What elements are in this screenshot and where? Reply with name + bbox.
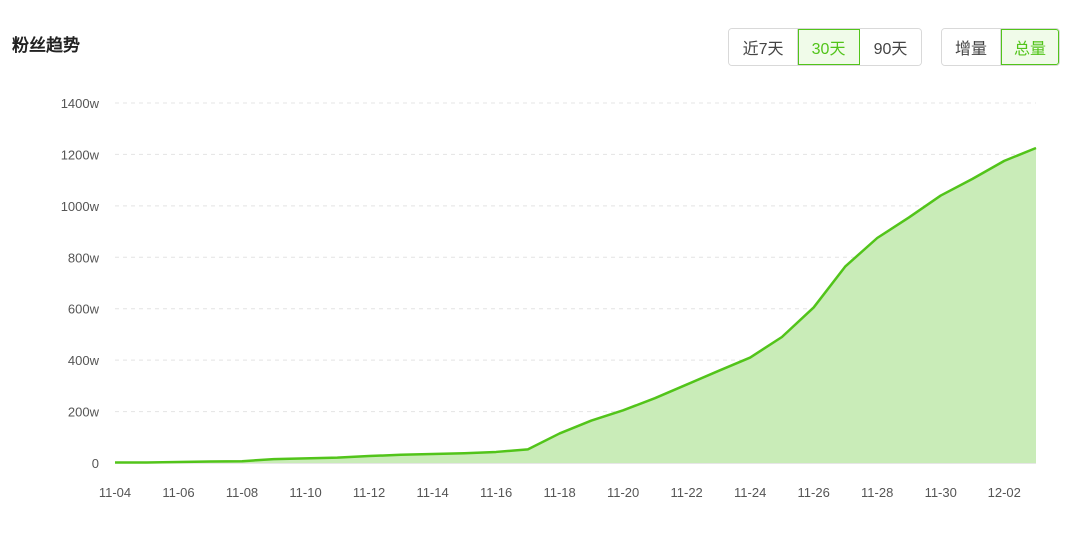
series-line: [115, 146, 1037, 464]
metric-mode-selector: 增量 总量: [941, 28, 1060, 66]
y-tick-label: 800w: [68, 250, 100, 265]
y-tick-label: 200w: [68, 405, 100, 420]
x-tick-label: 11-16: [480, 485, 512, 500]
y-tick-label: 600w: [68, 302, 100, 317]
x-tick-label: 11-24: [734, 485, 766, 500]
y-tick-label: 0: [92, 456, 99, 471]
x-tick-label: 11-06: [162, 485, 194, 500]
x-tick-label: 11-08: [226, 485, 258, 500]
y-tick-label: 1000w: [61, 199, 100, 214]
x-tick-label: 12-02: [988, 485, 1021, 500]
range-7days-button[interactable]: 近7天: [729, 29, 799, 65]
x-tick-label: 11-12: [353, 485, 385, 500]
chart-title: 粉丝趋势: [12, 36, 80, 55]
x-tick-label: 11-18: [543, 485, 575, 500]
mode-increment-button[interactable]: 增量: [942, 29, 1001, 65]
x-tick-label: 11-04: [99, 485, 131, 500]
series-area: [115, 148, 1036, 463]
range-90days-button[interactable]: 90天: [860, 29, 921, 65]
y-tick-label: 1200w: [61, 147, 100, 162]
mode-total-button[interactable]: 总量: [1001, 29, 1059, 65]
y-tick-label: 1400w: [61, 96, 100, 111]
x-tick-label: 11-20: [607, 485, 639, 500]
x-tick-label: 11-30: [925, 485, 957, 500]
x-tick-label: 11-10: [289, 485, 321, 500]
y-tick-label: 400w: [68, 353, 100, 368]
x-tick-label: 11-22: [671, 485, 703, 500]
x-tick-label: 11-26: [798, 485, 830, 500]
x-tick-label: 11-28: [861, 485, 893, 500]
x-tick-label: 11-14: [416, 485, 448, 500]
time-range-selector: 近7天 30天 90天: [728, 28, 922, 66]
range-30days-button[interactable]: 30天: [798, 29, 861, 65]
